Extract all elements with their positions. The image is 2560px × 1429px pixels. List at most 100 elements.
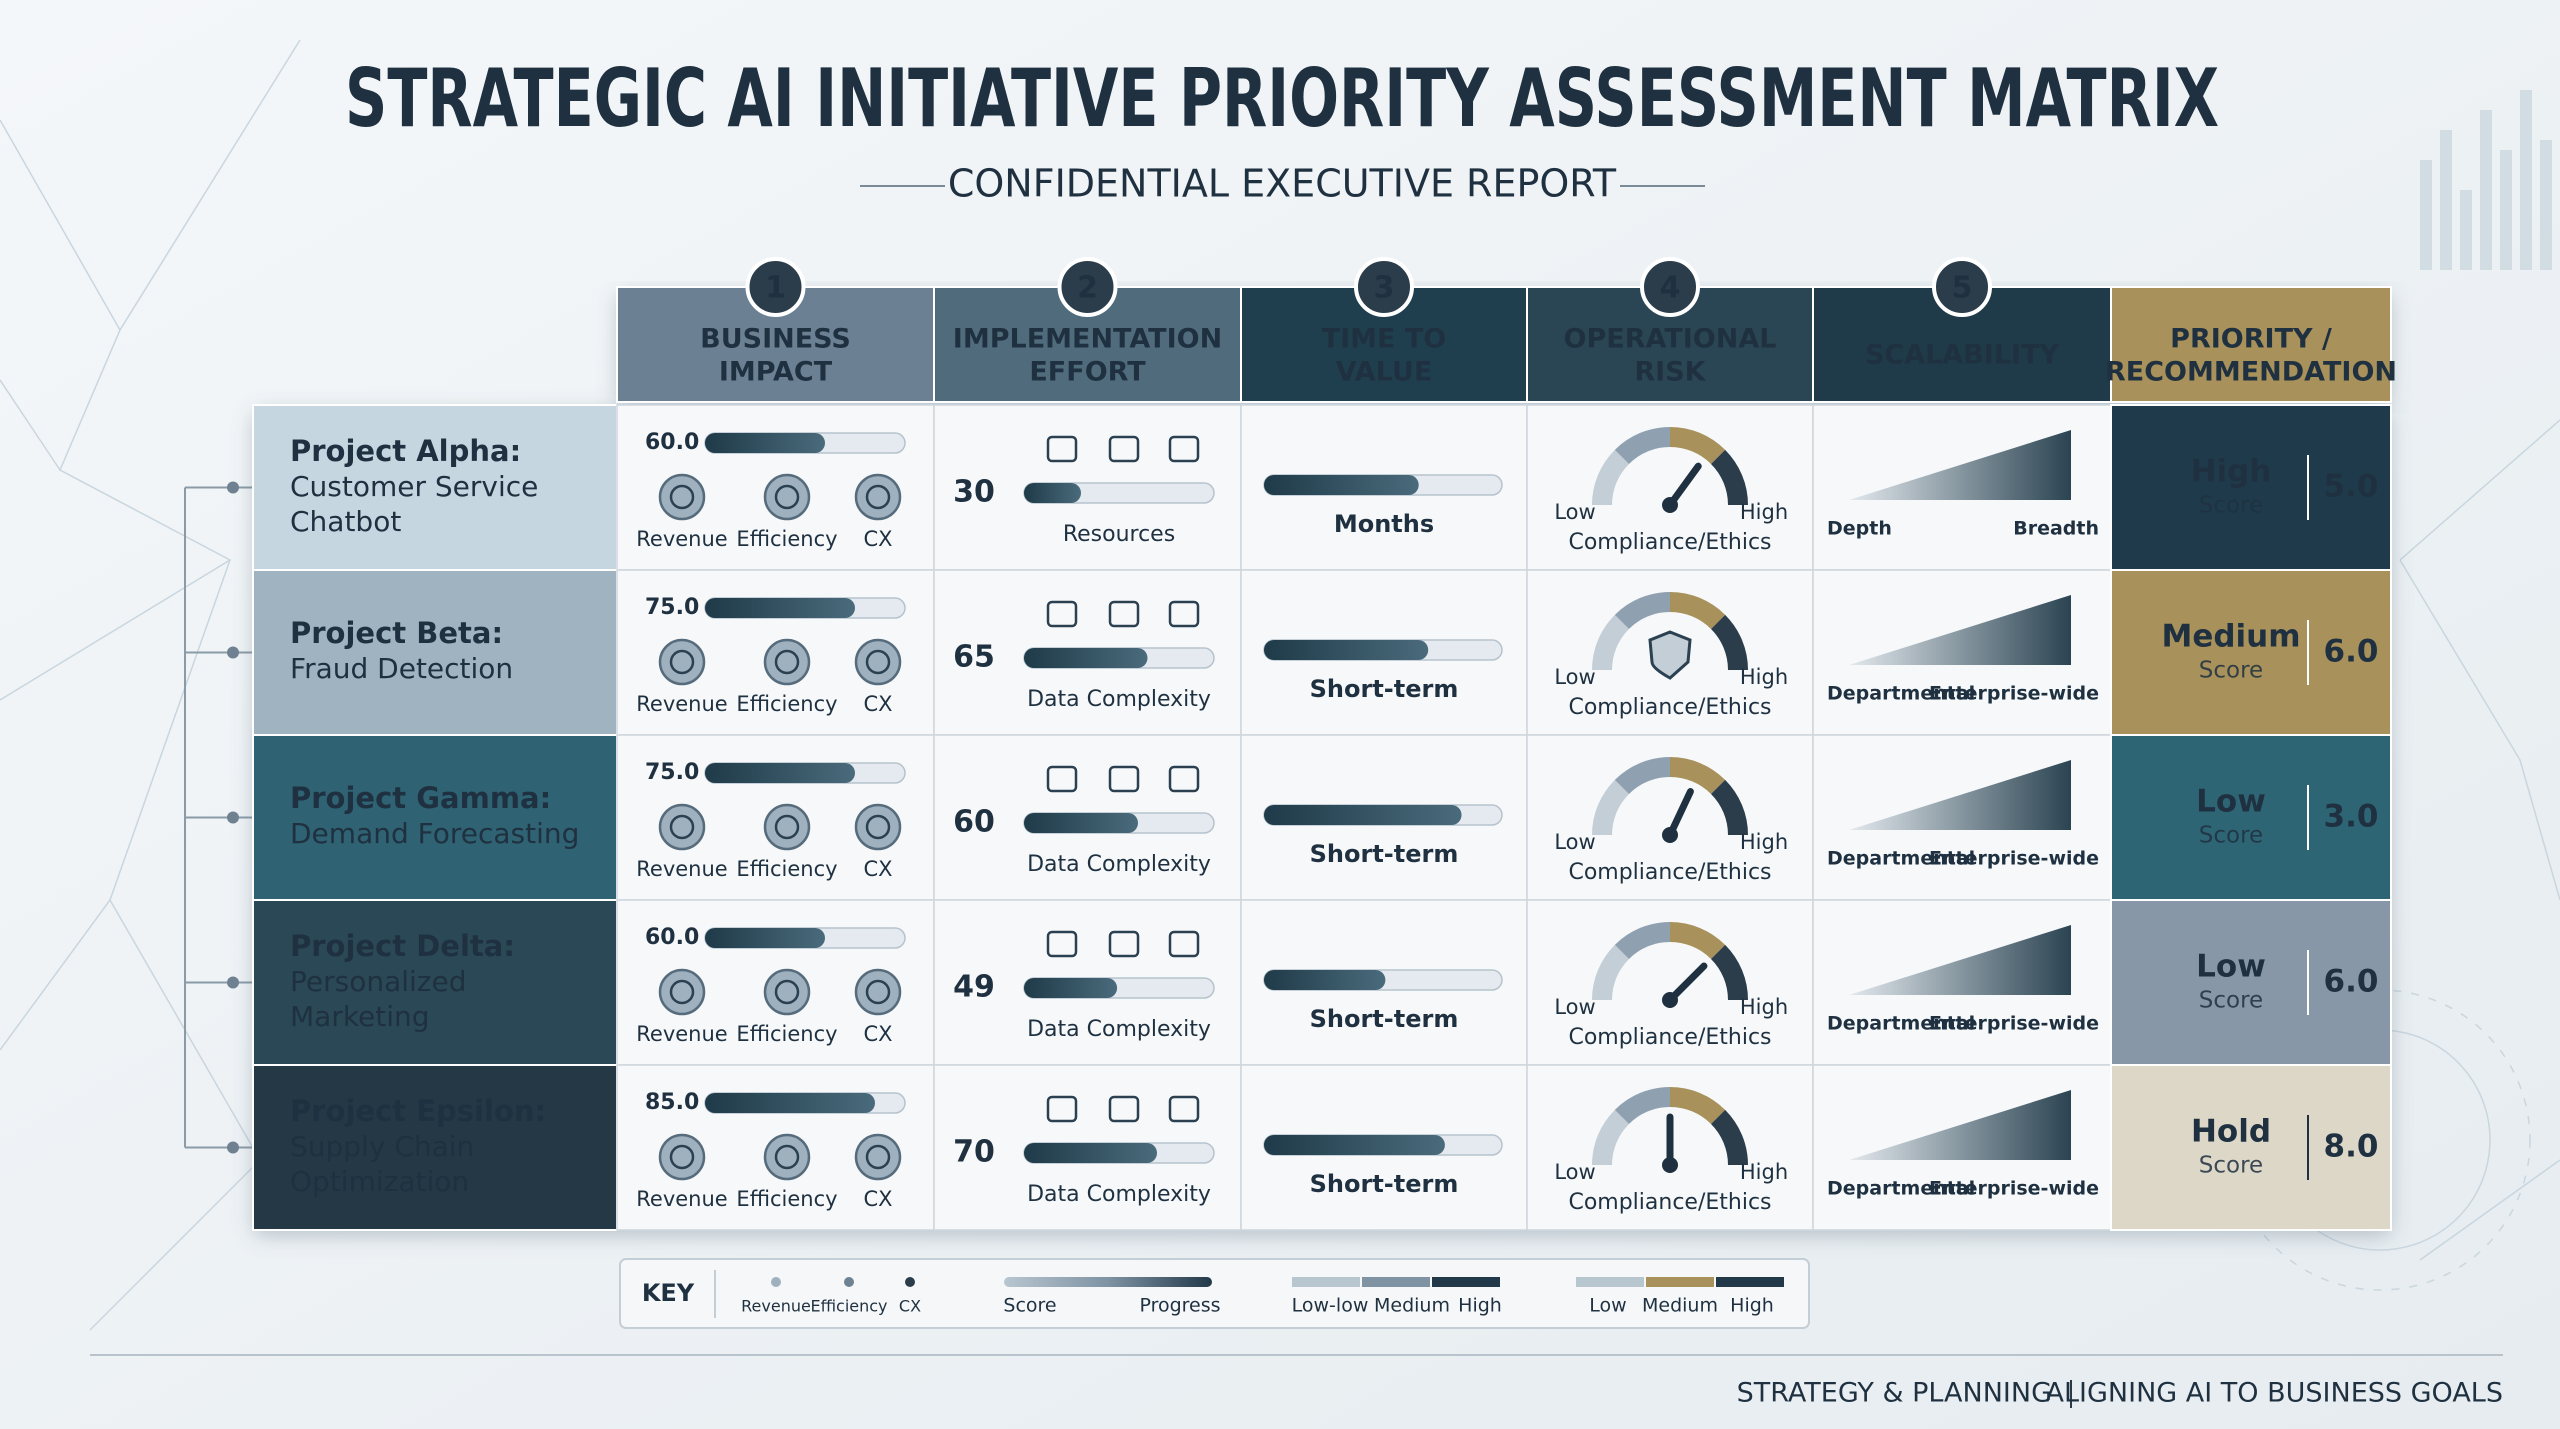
risk-low: Low: [1554, 1160, 1595, 1184]
column-badge: [1057, 257, 1118, 317]
risk-caption: Compliance/Ethics: [1568, 695, 1771, 720]
gauge-hub: [1662, 1157, 1678, 1173]
bar-fill: [1264, 805, 1462, 825]
risk-caption: Compliance/Ethics: [1568, 860, 1771, 885]
risk-high: High: [1740, 665, 1788, 689]
bar-fill: [1264, 475, 1419, 495]
gauge-segment: [1592, 779, 1630, 836]
impact-label: Efficiency: [736, 527, 837, 551]
gauge-needle: [1666, 962, 1708, 1004]
risk-caption: Compliance/Ethics: [1568, 1190, 1771, 1215]
scale-label-left: Departmental: [1827, 848, 1975, 870]
gauge-segment: [1614, 1087, 1671, 1125]
priority-label: Low: [2196, 949, 2266, 985]
bar-fill: [1024, 648, 1148, 668]
subtitle: CONFIDENTIAL EXECUTIVE REPORT: [948, 162, 1617, 206]
effort-icon: [1046, 765, 1078, 793]
bar-fill: [1264, 640, 1429, 660]
impact-label: Efficiency: [736, 857, 837, 881]
key-bar-label: Low-low: [1292, 1295, 1369, 1317]
scale-label-left: Depth: [1827, 518, 1892, 540]
scale-label-right: Enterprise-wide: [1929, 848, 2099, 870]
gauge-segment: [1614, 427, 1671, 465]
deco-bar: [2460, 190, 2472, 270]
impact-icon-inner: [865, 814, 891, 840]
effort-value: 70: [953, 1135, 995, 1170]
gauge-segment: [1614, 592, 1671, 630]
effort-icon: [1108, 765, 1140, 793]
impact-label: CX: [863, 1022, 892, 1046]
risk-high: High: [1740, 500, 1788, 524]
project-name: Project Epsilon:: [290, 1094, 546, 1128]
key-bar-label: High: [1730, 1295, 1774, 1317]
column-badge: [1354, 257, 1414, 317]
gauge-segment: [1614, 922, 1671, 960]
project-name: Project Alpha:: [290, 434, 521, 468]
key-bar-label: Medium: [1642, 1295, 1718, 1317]
key-bar-label: Low: [1589, 1295, 1626, 1317]
priority-cell: [2110, 1064, 2392, 1231]
bracket-dot: [227, 811, 239, 824]
risk-low: Low: [1554, 995, 1595, 1019]
impact-icon-inner: [669, 649, 695, 675]
impact-value: 60.0: [645, 925, 699, 950]
impact-icon: [854, 1133, 902, 1181]
gauge-hub: [1662, 497, 1678, 513]
impact-label: Revenue: [636, 692, 727, 716]
deco-bar: [2540, 140, 2552, 270]
impact-value: 75.0: [645, 760, 699, 785]
gauge-hub: [1662, 827, 1678, 843]
bracket-dot: [227, 646, 239, 659]
impact-label: Revenue: [636, 527, 727, 551]
scalability-wedge: [1849, 760, 2071, 830]
key-segment: [1576, 1277, 1644, 1287]
effort-label: Resources: [1063, 522, 1175, 547]
risk-low: Low: [1554, 500, 1595, 524]
project-description: Fraud Detection: [290, 652, 513, 685]
title: STRATEGIC AI INITIATIVE PRIORITY ASSESSM…: [345, 52, 2219, 145]
impact-value: 85.0: [645, 1090, 699, 1115]
risk-low: Low: [1554, 830, 1595, 854]
bar-fill: [1024, 813, 1138, 833]
effort-icon: [1108, 600, 1140, 628]
gauge-hub: [1662, 992, 1678, 1008]
impact-label: Efficiency: [736, 1187, 837, 1211]
scale-label-right: Breadth: [2013, 518, 2099, 540]
key-dot: [771, 1277, 781, 1287]
scale-label-right: Enterprise-wide: [1929, 683, 2099, 705]
bar-fill: [705, 928, 825, 948]
scalability-wedge: [1849, 1090, 2071, 1160]
priority-label: Hold: [2191, 1114, 2271, 1150]
impact-label: CX: [863, 692, 892, 716]
impact-icon-inner: [774, 484, 800, 510]
gauge-segment: [1710, 944, 1748, 1001]
impact-icon: [658, 473, 706, 521]
deco-bar: [2500, 150, 2512, 270]
column-header-label: VALUE: [1336, 357, 1433, 388]
column-header-label: SCALABILITY: [1865, 340, 2060, 371]
effort-icon: [1108, 435, 1140, 463]
score-caption: Score: [2199, 658, 2263, 684]
key-dot: [905, 1277, 915, 1287]
column-header-label: BUSINESS: [700, 324, 851, 355]
gauge-segment: [1592, 614, 1630, 671]
gauge-segment: [1614, 757, 1671, 795]
score-caption: Score: [2199, 493, 2263, 519]
impact-icon-inner: [669, 484, 695, 510]
gauge-segment: [1592, 1109, 1630, 1166]
scalability-wedge: [1849, 595, 2071, 665]
key-bar-label: Score: [1003, 1295, 1056, 1317]
impact-label: CX: [863, 527, 892, 551]
key-bar-label: High: [1458, 1295, 1502, 1317]
effort-value: 65: [953, 640, 995, 675]
impact-icon-inner: [774, 649, 800, 675]
impact-label: Efficiency: [736, 692, 837, 716]
impact-icon-inner: [865, 649, 891, 675]
gauge-segment: [1710, 614, 1748, 671]
effort-icon: [1046, 435, 1078, 463]
priority-label: Low: [2196, 784, 2266, 820]
impact-label: CX: [863, 1187, 892, 1211]
scalability-wedge: [1849, 430, 2071, 500]
impact-icon: [763, 803, 811, 851]
